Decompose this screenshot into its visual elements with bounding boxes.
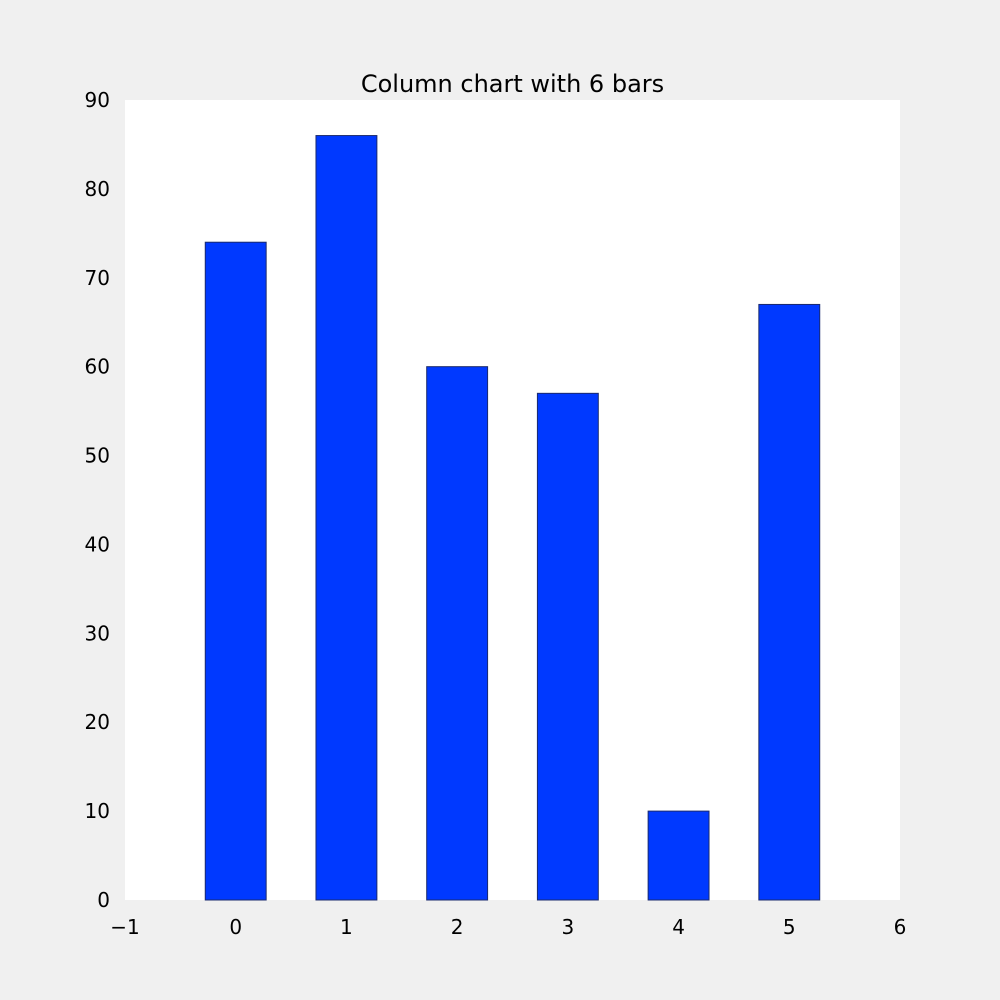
bar-3 [536,392,599,901]
y-tick-label: 70 [85,266,110,290]
bar-4 [647,810,710,901]
x-tick-label: −1 [110,915,139,939]
x-tick-label: 5 [783,915,796,939]
y-tick-label: 0 [97,888,110,912]
bars-group [204,135,821,901]
x-tick-label: 3 [561,915,574,939]
y-tick-label: 40 [85,532,110,556]
x-tick-label: 0 [229,915,242,939]
y-tick-label: 30 [85,621,110,645]
bar-1 [315,135,378,901]
x-tick-label: 6 [894,915,907,939]
y-tick-label: 90 [85,88,110,112]
chart-title: Column chart with 6 bars [361,70,664,98]
y-tick-label: 20 [85,710,110,734]
bar-2 [426,366,489,901]
x-tick-label: 4 [672,915,685,939]
bar-0 [204,241,267,901]
x-tick-label: 1 [340,915,353,939]
x-tick-label: 2 [451,915,464,939]
y-tick-label: 10 [85,799,110,823]
y-tick-label: 60 [85,355,110,379]
y-axis-ticks: 0 10 20 30 40 50 60 70 80 90 [85,88,110,912]
y-tick-label: 50 [85,444,110,468]
y-tick-label: 80 [85,177,110,201]
bar-5 [758,303,821,901]
x-axis-ticks: −1 0 1 2 3 4 5 6 [110,915,906,939]
